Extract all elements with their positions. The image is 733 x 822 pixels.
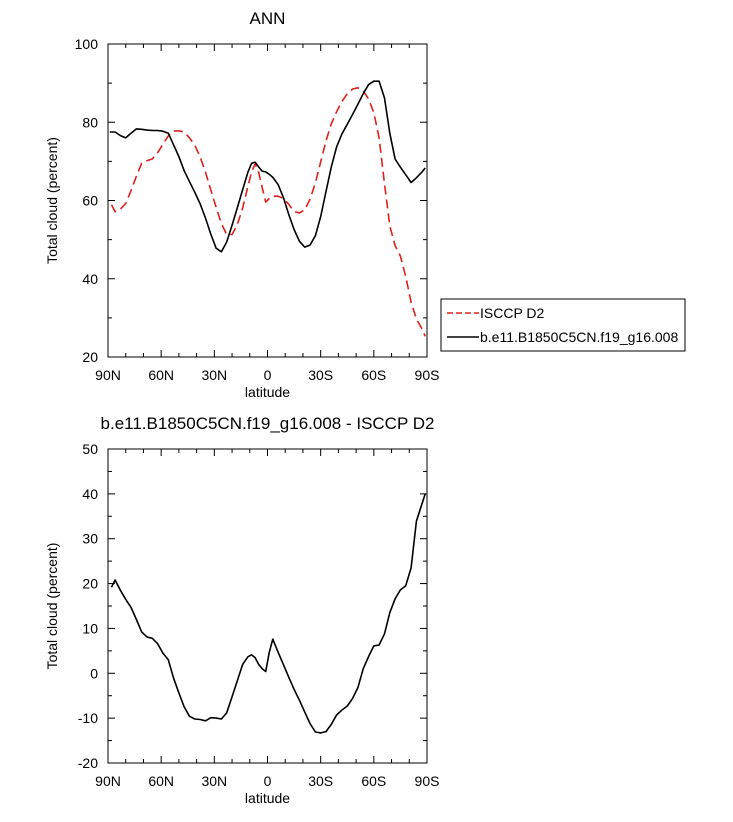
x-tick-label: 30S [308,367,333,383]
series-line-1 [109,80,426,253]
series-line-0 [110,493,426,734]
y-tick-label: -20 [78,755,98,771]
x-tick-label: 30N [201,367,227,383]
y-tick-label: 80 [82,114,98,130]
x-tick-label: 30S [308,773,333,789]
y-tick-label: 20 [82,576,98,592]
x-tick-label: 90N [95,773,121,789]
legend: ISCCP D2 b.e11.B1850C5CN.f19_g16.008 [440,298,686,352]
bottom-panel: b.e11.B1850C5CN.f19_g16.008 - ISCCP D2 90… [44,414,439,806]
y-tick-label: 50 [82,441,98,457]
y-tick-label: 60 [82,193,98,209]
y-tick-label: 20 [82,349,98,365]
chart-title: b.e11.B1850C5CN.f19_g16.008 - ISCCP D2 [101,414,435,433]
x-tick-label: 60N [148,773,174,789]
y-axis-label: Total cloud (percent) [44,137,60,264]
y-tick-label: 0 [90,665,98,681]
x-tick-label: 90N [95,367,121,383]
x-tick-label: 90S [415,773,440,789]
y-tick-label: 40 [82,486,98,502]
y-tick-label: 100 [75,36,99,52]
plot-frame [107,448,428,764]
chart-title: ANN [250,9,286,28]
x-axis-label: latitude [245,790,290,806]
y-axis-label: Total cloud (percent) [44,543,60,670]
x-tick-label: 60S [361,773,386,789]
x-tick-label: 30N [201,773,227,789]
x-tick-label: 0 [264,367,272,383]
x-tick-label: 60N [148,367,174,383]
x-tick-label: 90S [415,367,440,383]
top-panel: ANN 90N 60N 30N 0 30S 60S 90S 20 40 60 80 100 latitud… [44,9,686,400]
legend-label-1: b.e11.B1850C5CN.f19_g16.008 [480,329,678,345]
y-tick-label: 30 [82,531,98,547]
x-tick-label: 0 [264,773,272,789]
legend-label-0: ISCCP D2 [480,305,545,321]
legend-box [440,298,686,352]
y-tick-label: -10 [78,710,98,726]
y-tick-label: 10 [82,620,98,636]
y-tick-label: 40 [82,271,98,287]
series-line-0 [110,87,426,337]
x-tick-label: 60S [361,367,386,383]
x-axis-label: latitude [245,384,290,400]
